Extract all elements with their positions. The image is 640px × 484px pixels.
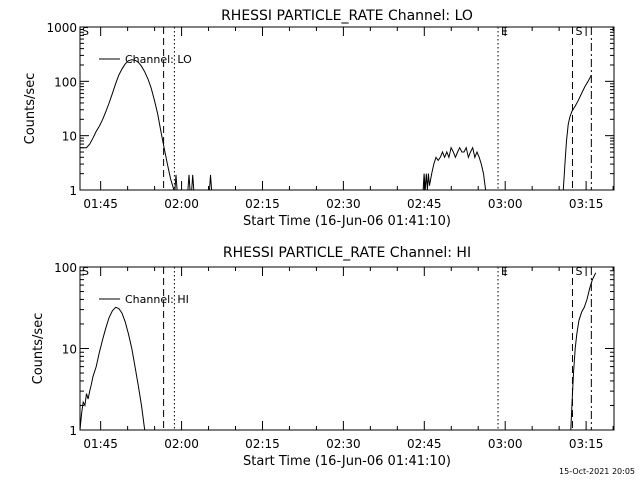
series-line-segment: [79, 306, 146, 431]
marker-label: E: [501, 265, 508, 278]
x-tick-label: 02:45: [407, 197, 442, 211]
chart-title: RHESSI PARTICLE_RATE Channel: LO: [221, 8, 473, 24]
legend-label: Channel: HI: [125, 293, 189, 306]
chart-lo: RHESSI PARTICLE_RATE Channel: LO 1 10 100 10…: [23, 8, 615, 229]
series-line-segment: [562, 74, 592, 191]
chart-title: RHESSI PARTICLE_RATE Channel: HI: [223, 245, 471, 261]
x-axis-label: Start Time (16-Jun-06 01:41:10): [243, 214, 451, 229]
series-line-segment: [570, 272, 597, 431]
x-tick-label: 02:30: [326, 437, 361, 451]
x-tick-label: 02:00: [164, 197, 199, 211]
marker-label: E: [501, 25, 508, 38]
x-tick-label: 02:30: [326, 197, 361, 211]
start-marker-label: S: [82, 265, 89, 278]
y-tick-label: 10: [62, 130, 77, 144]
x-tick-label: 02:45: [407, 437, 442, 451]
plot-frame: [79, 26, 615, 191]
series-line-segment: [209, 174, 213, 191]
y-tick-label: 100: [54, 75, 77, 89]
y-tick-label: 100: [54, 261, 77, 275]
series-line-segment: [191, 174, 195, 191]
x-tick-label: 03:00: [488, 437, 523, 451]
series-line-segment: [422, 146, 487, 191]
y-tick-label: 1: [69, 184, 77, 198]
x-tick-label: 02:00: [164, 437, 199, 451]
x-tick-label: 03:15: [569, 437, 604, 451]
legend-label: Channel: LO: [125, 53, 192, 66]
x-tick-label: 01:45: [83, 197, 118, 211]
marker-label: S: [575, 265, 582, 278]
y-axis-label: Counts/sec: [23, 73, 38, 145]
series-line-segment: [80, 59, 175, 191]
start-marker-label: S: [82, 25, 89, 38]
x-tick-label: 03:15: [569, 197, 604, 211]
chart-hi: RHESSI PARTICLE_RATE Channel: HI 1 10 100 01…: [31, 245, 615, 469]
x-axis-label: Start Time (16-Jun-06 01:41:10): [243, 454, 451, 469]
footer-timestamp: 15-Oct-2021 20:05: [559, 467, 635, 476]
x-tick-label: 02:15: [245, 197, 280, 211]
y-tick-label: 10: [62, 343, 77, 357]
x-tick-label: 03:00: [488, 197, 523, 211]
marker-label: S: [575, 25, 582, 38]
y-axis-label: Counts/sec: [31, 313, 46, 385]
x-tick-label: 01:45: [83, 437, 118, 451]
x-tick-label: 02:15: [245, 437, 280, 451]
series-line-segment: [187, 174, 191, 191]
y-tick-label: 1000: [46, 21, 77, 35]
y-tick-label: 1: [69, 424, 77, 438]
series-line-segment: [174, 174, 178, 191]
plot-frame: [79, 266, 615, 431]
